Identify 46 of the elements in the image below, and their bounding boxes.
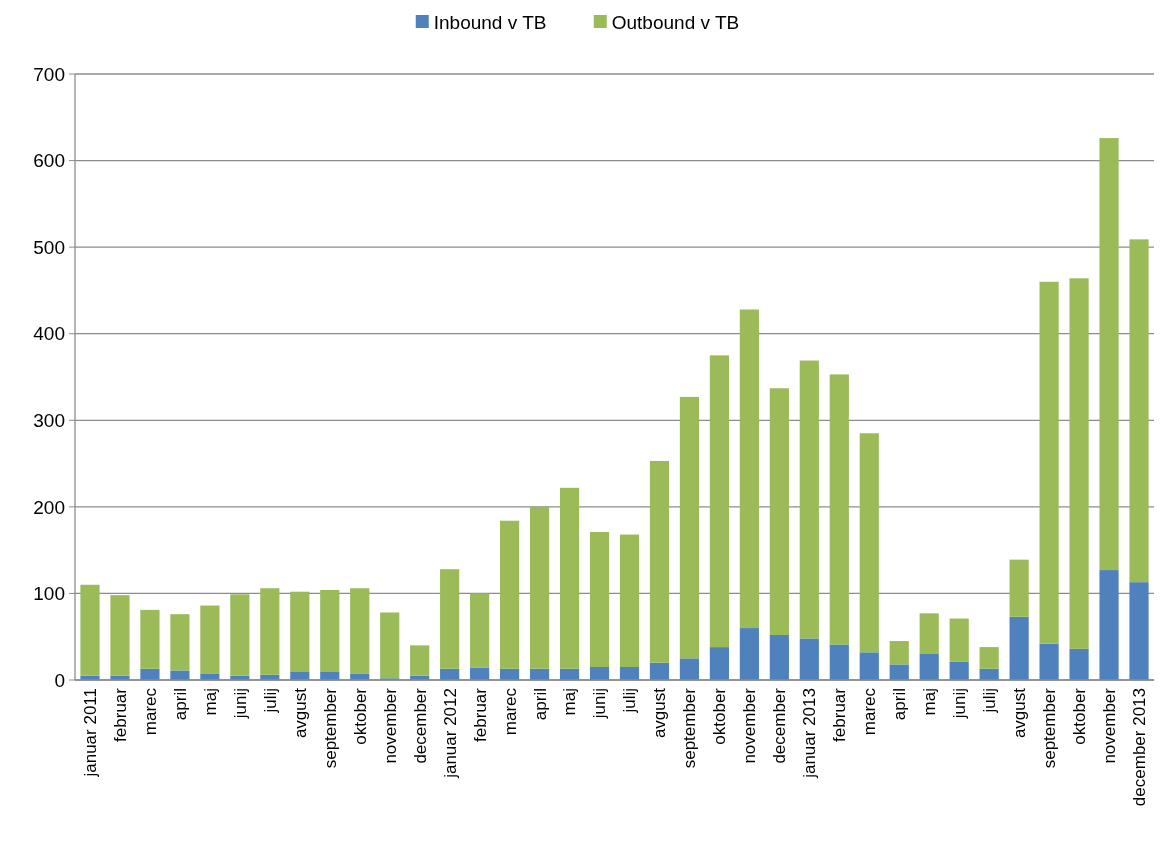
x-tick-label: marec [140,687,160,736]
x-tick-label: november [1099,687,1119,764]
x-tick-label: avgust [1010,687,1030,739]
y-tick-label: 400 [33,323,65,345]
x-tick-label: januar 2011 [80,688,100,778]
x-tick-label: januar 2013 [800,688,820,779]
x-tick-label: april [890,688,910,721]
x-tick-label: junij [950,688,970,720]
y-tick-label: 500 [33,236,65,258]
y-tick-label: 600 [33,150,65,172]
x-tick-label: oktober [710,687,730,745]
x-tick-label: oktober [350,687,370,745]
x-tick-label: september [320,687,340,769]
x-tick-label: julij [980,688,1000,714]
x-tick-label: februar [830,687,850,742]
x-tick-label: maj [920,688,940,716]
x-tick-label: november [740,687,760,764]
x-tick-label: junij [230,688,250,720]
x-tick-label: november [380,687,400,764]
x-tick-label: september [1040,687,1060,769]
y-tick-label: 100 [33,583,65,605]
y-tick-label: 0 [54,669,65,691]
x-tick-label: maj [560,688,580,716]
x-tick-label: marec [500,687,520,736]
x-tick-label: januar 2012 [440,688,460,779]
x-tick-label: februar [470,687,490,742]
x-tick-label: december 2013 [1129,688,1149,807]
x-tick-label: april [530,688,550,721]
x-tick-label: julij [260,688,280,714]
x-tick-label: april [170,688,190,721]
x-tick-label: marec [860,687,880,736]
legend-label: Inbound v TB [433,11,547,33]
x-tick-label: junij [590,688,610,720]
y-tick-label: 700 [33,63,65,85]
x-tick-label: avgust [290,687,310,739]
x-tick-label: februar [110,687,130,742]
x-tick-label: december [410,687,430,764]
y-tick-label: 300 [33,409,65,431]
x-tick-label: maj [200,688,220,716]
legend-label: Outbound v TB [611,11,740,33]
x-tick-label: december [770,687,790,764]
x-tick-label: september [680,687,700,769]
x-tick-label: avgust [650,687,670,739]
x-tick-label: oktober [1070,687,1090,745]
x-tick-label: julij [620,688,640,714]
y-tick-label: 200 [33,496,65,518]
